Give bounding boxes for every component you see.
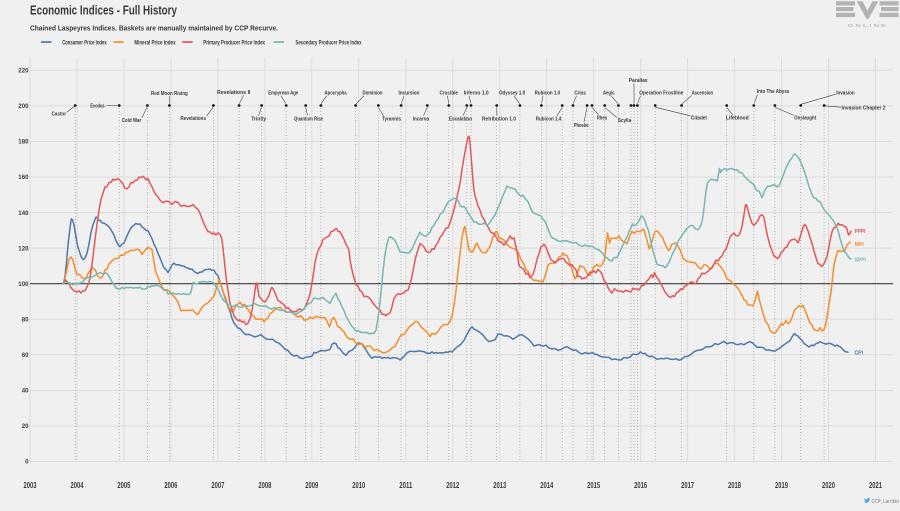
svg-text:2018: 2018 <box>728 481 741 490</box>
svg-text:100: 100 <box>18 281 28 288</box>
svg-text:Empyrean Age: Empyrean Age <box>268 90 298 96</box>
svg-text:220: 220 <box>18 68 28 75</box>
svg-text:20: 20 <box>22 423 29 430</box>
svg-text:Incarna: Incarna <box>413 117 430 123</box>
svg-text:Primary Producer Price Index: Primary Producer Price Index <box>203 39 265 46</box>
svg-text:Chained Laspeyres Indices. Bas: Chained Laspeyres Indices. Baskets are m… <box>30 24 278 33</box>
svg-text:MPI: MPI <box>855 242 864 248</box>
svg-text:Lifeblood: Lifeblood <box>726 116 749 122</box>
svg-text:SPPI: SPPI <box>855 257 866 263</box>
svg-text:0: 0 <box>25 459 29 466</box>
svg-text:Apocrypha: Apocrypha <box>325 90 348 96</box>
svg-text:200: 200 <box>18 103 28 110</box>
svg-text:2005: 2005 <box>117 481 130 490</box>
svg-text:Parallax: Parallax <box>629 78 649 84</box>
svg-text:140: 140 <box>18 210 28 217</box>
svg-text:Onslaught: Onslaught <box>794 116 816 122</box>
svg-text:2009: 2009 <box>305 481 318 490</box>
svg-text:2014: 2014 <box>540 481 553 490</box>
svg-text:Trinity: Trinity <box>251 117 267 123</box>
svg-text:Crius: Crius <box>574 90 586 96</box>
svg-text:2004: 2004 <box>71 481 84 490</box>
svg-text:160: 160 <box>18 174 28 181</box>
svg-text:Incursion: Incursion <box>399 90 420 96</box>
svg-text:Red Moon Rising: Red Moon Rising <box>151 91 188 97</box>
svg-text:Rubicon 1.4: Rubicon 1.4 <box>536 117 562 123</box>
svg-text:Revelations II: Revelations II <box>217 90 251 96</box>
svg-text:CCP_Larrikin: CCP_Larrikin <box>872 499 900 505</box>
svg-text:2021: 2021 <box>869 481 882 490</box>
svg-text:Invasion Chapter 2: Invasion Chapter 2 <box>842 105 886 111</box>
svg-text:Operation Frostline: Operation Frostline <box>639 90 683 96</box>
svg-text:Rhea: Rhea <box>597 116 608 122</box>
svg-text:Citadel: Citadel <box>691 116 707 122</box>
svg-text:2016: 2016 <box>634 481 647 490</box>
svg-text:2013: 2013 <box>493 481 506 490</box>
svg-text:Odyssey 1.0: Odyssey 1.0 <box>499 90 525 96</box>
svg-text:2017: 2017 <box>681 481 694 490</box>
svg-text:2008: 2008 <box>258 481 271 490</box>
svg-text:Phoebe: Phoebe <box>574 123 589 129</box>
svg-text:60: 60 <box>22 352 29 359</box>
svg-text:Inferno 1.0: Inferno 1.0 <box>464 90 489 96</box>
svg-text:2007: 2007 <box>211 481 224 490</box>
svg-text:Secondary Producer Price Index: Secondary Producer Price Index <box>296 39 362 46</box>
svg-text:2006: 2006 <box>164 481 177 490</box>
svg-text:40: 40 <box>22 388 29 395</box>
svg-text:Aegis: Aegis <box>603 90 615 96</box>
svg-text:Dominion: Dominion <box>363 90 383 96</box>
svg-text:2003: 2003 <box>24 481 37 490</box>
svg-text:Exodus: Exodus <box>90 104 104 110</box>
svg-text:Scylla: Scylla <box>618 118 632 124</box>
svg-text:Invasion: Invasion <box>836 90 855 96</box>
svg-text:O N L I N E: O N L I N E <box>848 23 887 28</box>
svg-text:Consumer Price Index: Consumer Price Index <box>62 39 107 46</box>
svg-text:120: 120 <box>18 245 28 252</box>
svg-text:Quantum Rise: Quantum Rise <box>294 117 323 123</box>
svg-text:2020: 2020 <box>822 481 835 490</box>
svg-text:Cold War: Cold War <box>122 118 142 124</box>
svg-text:Economic Indices - Full Histor: Economic Indices - Full History <box>30 3 177 18</box>
svg-text:Castor: Castor <box>52 112 67 118</box>
svg-text:180: 180 <box>18 139 28 146</box>
svg-text:Escalation: Escalation <box>449 117 472 123</box>
svg-text:2015: 2015 <box>587 481 600 490</box>
svg-text:Mineral Price Index: Mineral Price Index <box>134 39 175 46</box>
svg-text:Rubicon 1.0: Rubicon 1.0 <box>535 90 561 96</box>
svg-text:2012: 2012 <box>446 481 459 490</box>
svg-text:PPPI: PPPI <box>855 229 866 235</box>
svg-text:2011: 2011 <box>399 481 412 490</box>
svg-text:Into The Abyss: Into The Abyss <box>757 89 790 95</box>
svg-text:Crucible: Crucible <box>440 90 459 96</box>
svg-text:2010: 2010 <box>352 481 365 490</box>
svg-text:Ascension: Ascension <box>692 90 714 96</box>
svg-text:CPI: CPI <box>855 350 864 356</box>
svg-text:2019: 2019 <box>775 481 788 490</box>
svg-text:Retribution 1.0: Retribution 1.0 <box>482 117 516 123</box>
svg-text:80: 80 <box>22 317 29 324</box>
svg-text:Tyrannis: Tyrannis <box>382 117 401 123</box>
svg-text:Revelations: Revelations <box>180 116 206 122</box>
